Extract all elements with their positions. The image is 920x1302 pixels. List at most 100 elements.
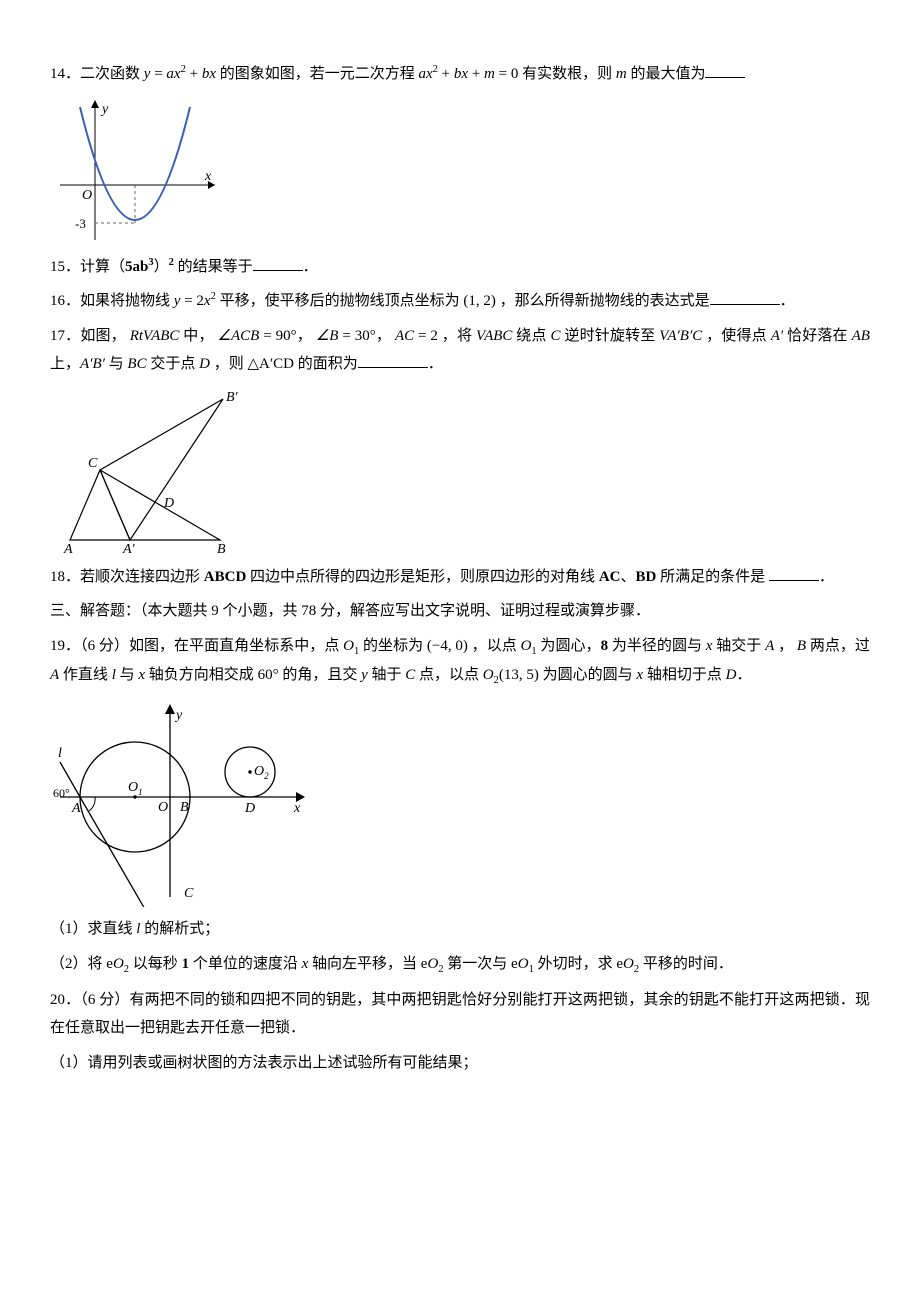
q17-d: D <box>199 356 210 372</box>
q16-blank <box>710 289 780 305</box>
q19-p2-o2: O <box>113 956 124 972</box>
label-B: B <box>217 542 226 555</box>
q19-p2: （2）将 eO2 以每秒 1 个单位的速度沿 x 轴向左平移，当 eO2 第一次… <box>50 950 870 980</box>
q19-p2-2: 以每秒 <box>129 956 182 972</box>
q19-o1: O <box>343 638 354 654</box>
q19-p2-4: 轴向左平移，当 <box>308 956 421 972</box>
q16-t4: ． <box>780 293 795 309</box>
q17-c: C <box>551 328 561 344</box>
q19-p2-1: 将 <box>88 956 107 972</box>
q16-eq: = 2 <box>180 293 203 309</box>
q19-t11: 轴负方向相交成 <box>145 667 258 683</box>
q16-t2: 平移，使平移后的抛物线顶点坐标为 <box>216 293 464 309</box>
q19-B: B <box>797 638 806 654</box>
q20-t1: 有两把不同的锁和四把不同的钥匙，其中两把钥匙恰好分别能打开这两把锁，其余的钥匙不… <box>50 992 870 1037</box>
q20-p1: （1）请用列表或画树状图的方法表示出上述试验所有可能结果； <box>50 1049 870 1078</box>
fig-O2: O2 <box>254 764 269 781</box>
q17-tri: △A′CD <box>247 356 294 372</box>
q14-num: 14． <box>50 66 80 82</box>
q15: 15．计算（5ab3）2 的结果等于． <box>50 253 870 282</box>
q18-t5: ． <box>819 569 834 585</box>
q16-t1: 如果将抛物线 <box>80 293 174 309</box>
q17-vabc: VABC <box>476 328 512 344</box>
q14: 14．二次函数 y = ax2 + bx 的图象如图，若一元二次方程 ax2 +… <box>50 60 870 89</box>
q19-p2-o2c: O <box>623 956 634 972</box>
q19-one: 1 <box>182 956 190 972</box>
q19-r8: 8 <box>601 638 609 654</box>
q18-t2: 四边中点所得的四边形是矩形，则原四边形的对角线 <box>246 569 599 585</box>
q19-t5: 为半径的圆与 <box>608 638 706 654</box>
q15-a: a <box>133 259 141 275</box>
q19-t6: 轴交于 <box>712 638 765 654</box>
q19-t7: ， <box>774 638 797 654</box>
q17-t3: ，将 <box>438 328 476 344</box>
q19-t8: 两点，过 <box>806 638 870 654</box>
q19: 19．（6 分）如图，在平面直角坐标系中，点 O1 的坐标为 (−4, 0) ，… <box>50 632 870 692</box>
q17-eq2: = 2 <box>414 328 438 344</box>
q14-eq1-ax: ax <box>166 66 180 82</box>
q17-t2: 中， <box>179 328 217 344</box>
q19-p2-num: （2） <box>50 956 88 972</box>
q19-e4: e <box>616 956 623 972</box>
label-Ap: A′ <box>122 542 136 555</box>
q14-blank <box>705 62 745 78</box>
fig-60: 60° <box>53 786 70 800</box>
q19-p1-t2: 的解析式； <box>140 921 219 937</box>
y-axis-label: y <box>100 102 109 117</box>
q17-c2: ， <box>376 328 395 344</box>
q14-t3: 有实数根，则 <box>518 66 616 82</box>
q17-t9: 与 <box>105 356 128 372</box>
q14-eq1-eq: = <box>150 66 166 82</box>
q17-blank <box>358 352 428 368</box>
q19-y: y <box>361 667 368 683</box>
q17-30: = 30° <box>338 328 375 344</box>
q18-t1: 若顺次连接四边形 <box>80 569 204 585</box>
q17-bc: BC <box>127 356 146 372</box>
q14-t2: 的图象如图，若一元二次方程 <box>216 66 419 82</box>
q19-t1: 如图，在平面直角坐标系中，点 <box>129 638 343 654</box>
q19-A: A <box>765 638 774 654</box>
q17-figure: A A′ B B′ C D <box>50 385 870 555</box>
q17-b: ∠B <box>316 328 339 344</box>
q18-ac: AC <box>599 569 621 585</box>
q19-pt1: (−4, 0) <box>427 638 468 654</box>
q16: 16．如果将抛物线 y = 2x2 平移，使平移后的抛物线顶点坐标为 (1, 2… <box>50 287 870 316</box>
q19-p1-num: （1） <box>50 921 88 937</box>
label-Bp: B′ <box>226 390 239 405</box>
q19-t9: 作直线 <box>59 667 112 683</box>
q19-p1: （1）求直线 l 的解析式； <box>50 915 870 944</box>
q19-p1-t: 求直线 <box>88 921 137 937</box>
q14-t1: 二次函数 <box>80 66 144 82</box>
q19-o1b: O <box>521 638 532 654</box>
label-C: C <box>88 456 98 471</box>
q19-p2-5: 第一次与 <box>444 956 512 972</box>
q19-D: D <box>726 667 737 683</box>
q18-abcd: ABCD <box>204 569 247 585</box>
x-axis-label: x <box>204 169 212 184</box>
q17-t4: 绕点 <box>512 328 550 344</box>
q14-eq2-eq0: = 0 <box>495 66 518 82</box>
q14-m: m <box>616 66 627 82</box>
label-A: A <box>63 542 73 555</box>
q19-t2: 的坐标为 <box>359 638 427 654</box>
q16-x: x <box>204 293 211 309</box>
q19-e1: e <box>106 956 113 972</box>
q19-p2-7: 平移的时间． <box>639 956 733 972</box>
q17-rt: RtVABC <box>130 328 180 344</box>
q19-t17: ． <box>736 667 751 683</box>
q15-num: 15． <box>50 259 80 275</box>
q17-vabc2: VA′B′C <box>659 328 702 344</box>
q17-t1: 如图， <box>80 328 129 344</box>
q20: 20．（6 分）有两把不同的锁和四把不同的钥匙，其中两把钥匙恰好分别能打开这两把… <box>50 986 870 1043</box>
q15-t4: ． <box>303 259 318 275</box>
q18-blank <box>769 565 819 581</box>
q17-t10: 交于点 <box>147 356 200 372</box>
q19-p2-3: 个单位的速度沿 <box>189 956 302 972</box>
q17-t7: 恰好落在 <box>783 328 851 344</box>
q19-t4: 为圆心， <box>537 638 601 654</box>
q14-eq2-m: m <box>484 66 495 82</box>
q16-t3: ，那么所得新抛物线的表达式是 <box>496 293 710 309</box>
q14-eq2-plus1: + <box>438 66 454 82</box>
q19-t15: 为圆心的圆与 <box>539 667 637 683</box>
q19-p2-o1: O <box>518 956 529 972</box>
